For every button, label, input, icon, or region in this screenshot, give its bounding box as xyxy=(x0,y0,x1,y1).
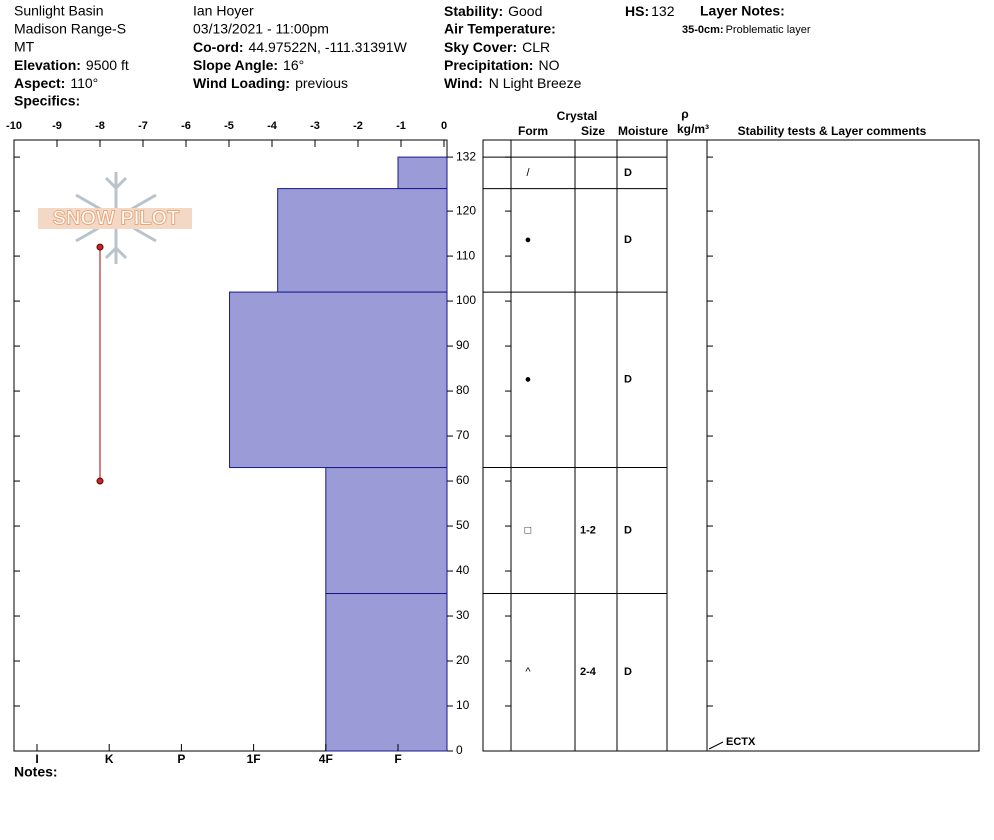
temp-tick-label: -6 xyxy=(181,120,191,132)
sky-cover: Sky Cover: CLR xyxy=(444,39,550,55)
location: MT xyxy=(14,39,35,55)
height-tick-label: 0 xyxy=(456,743,463,757)
crystal-form: ● xyxy=(525,234,532,246)
moisture: D xyxy=(624,666,632,678)
hardness-bar xyxy=(397,156,448,190)
header-density: ρ xyxy=(681,107,688,121)
hardness-label: P xyxy=(177,752,185,766)
temp-tick-label: -4 xyxy=(267,120,278,132)
hardness-label: F xyxy=(394,752,401,766)
hardness-label: I xyxy=(35,752,38,766)
test-label: ECTX xyxy=(726,736,756,748)
height-tick-label: 60 xyxy=(456,473,470,487)
header-size: Size xyxy=(581,124,605,138)
height-tick-label: 40 xyxy=(456,563,470,577)
slope-angle: Slope Angle: 16° xyxy=(193,57,304,73)
notes-label: Notes: xyxy=(14,764,58,780)
crystal-size: 1-2 xyxy=(580,524,596,536)
hardness-label: 1F xyxy=(247,752,261,766)
hardness-bar xyxy=(325,467,448,595)
crystal-form: / xyxy=(526,167,530,179)
header-form: Form xyxy=(518,124,548,138)
layer-notes-label: Layer Notes: xyxy=(700,3,785,19)
header-crystal: Crystal xyxy=(557,109,598,123)
location: Sunlight Basin xyxy=(14,3,104,19)
temp-tick-label: -2 xyxy=(353,120,363,132)
height-tick-label: 20 xyxy=(456,653,470,667)
height-tick-label: 110 xyxy=(456,248,475,262)
height-tick-label: 132 xyxy=(456,149,476,163)
aspect: Aspect: 110° xyxy=(14,75,98,91)
height-tick-label: 80 xyxy=(456,383,470,397)
crystal-form: □ xyxy=(525,524,532,536)
hardness-label: 4F xyxy=(319,752,333,766)
header-density-unit: kg/m³ xyxy=(677,122,709,136)
hardness-bar xyxy=(325,593,448,752)
temp-tick-label: -7 xyxy=(138,120,148,132)
moisture: D xyxy=(624,167,632,179)
header: Sunlight Basin Madison Range-S MT Elevat… xyxy=(14,3,811,109)
temp-tick-label: -3 xyxy=(310,120,320,132)
height-tick-label: 30 xyxy=(456,608,470,622)
height-tick-label: 70 xyxy=(456,428,470,442)
specifics: Specifics: xyxy=(14,93,80,109)
temp-tick-label: -9 xyxy=(52,120,62,132)
hardness-label: K xyxy=(105,752,114,766)
air-temperature: Air Temperature: xyxy=(444,21,556,37)
precipitation: Precipitation: NO xyxy=(444,57,560,73)
wind: Wind: N Light Breeze xyxy=(444,75,582,91)
crystal-form: ^ xyxy=(525,666,531,678)
wind-loading: Wind Loading: previous xyxy=(193,75,348,91)
temp-tick-label: -1 xyxy=(396,120,406,132)
crystal-form: ● xyxy=(525,374,532,386)
height-tick-label: 50 xyxy=(456,518,470,532)
temp-point xyxy=(96,477,104,485)
logo: SNOW PILOT xyxy=(38,172,192,264)
crystal-size: 2-4 xyxy=(580,666,597,678)
height-tick-label: 10 xyxy=(456,698,470,712)
hardness-bar xyxy=(277,188,448,293)
table-frame xyxy=(482,139,980,752)
temp-tick-label: -10 xyxy=(6,120,22,132)
moisture: D xyxy=(624,234,632,246)
temp-point xyxy=(96,243,104,251)
hardness-bar xyxy=(229,291,448,469)
coord: Co-ord: 44.97522N, -111.31391W xyxy=(193,39,408,55)
height-tick-label: 120 xyxy=(456,203,476,217)
moisture: D xyxy=(624,374,632,386)
height-tick-label: 90 xyxy=(456,338,470,352)
moisture: D xyxy=(624,524,632,536)
layer-note: 35-0cm: Problematic layer xyxy=(682,24,811,36)
elevation: Elevation: 9500 ft xyxy=(14,57,129,73)
observer: Ian Hoyer xyxy=(193,3,254,19)
header-moisture: Moisture xyxy=(618,124,668,138)
hs: HS: 132 xyxy=(625,3,675,19)
header-comments: Stability tests & Layer comments xyxy=(738,124,927,138)
location: Madison Range-S xyxy=(14,21,126,37)
temp-tick-label: -8 xyxy=(95,120,105,132)
datetime: 03/13/2021 - 11:00pm xyxy=(193,21,329,37)
logo-text: SNOW PILOT xyxy=(53,207,180,229)
height-tick-label: 100 xyxy=(456,293,476,307)
temp-tick-label: 0 xyxy=(441,120,447,132)
test-arrow xyxy=(708,741,724,750)
temp-tick-label: -5 xyxy=(224,120,234,132)
stability: Stability: Good xyxy=(444,3,542,19)
